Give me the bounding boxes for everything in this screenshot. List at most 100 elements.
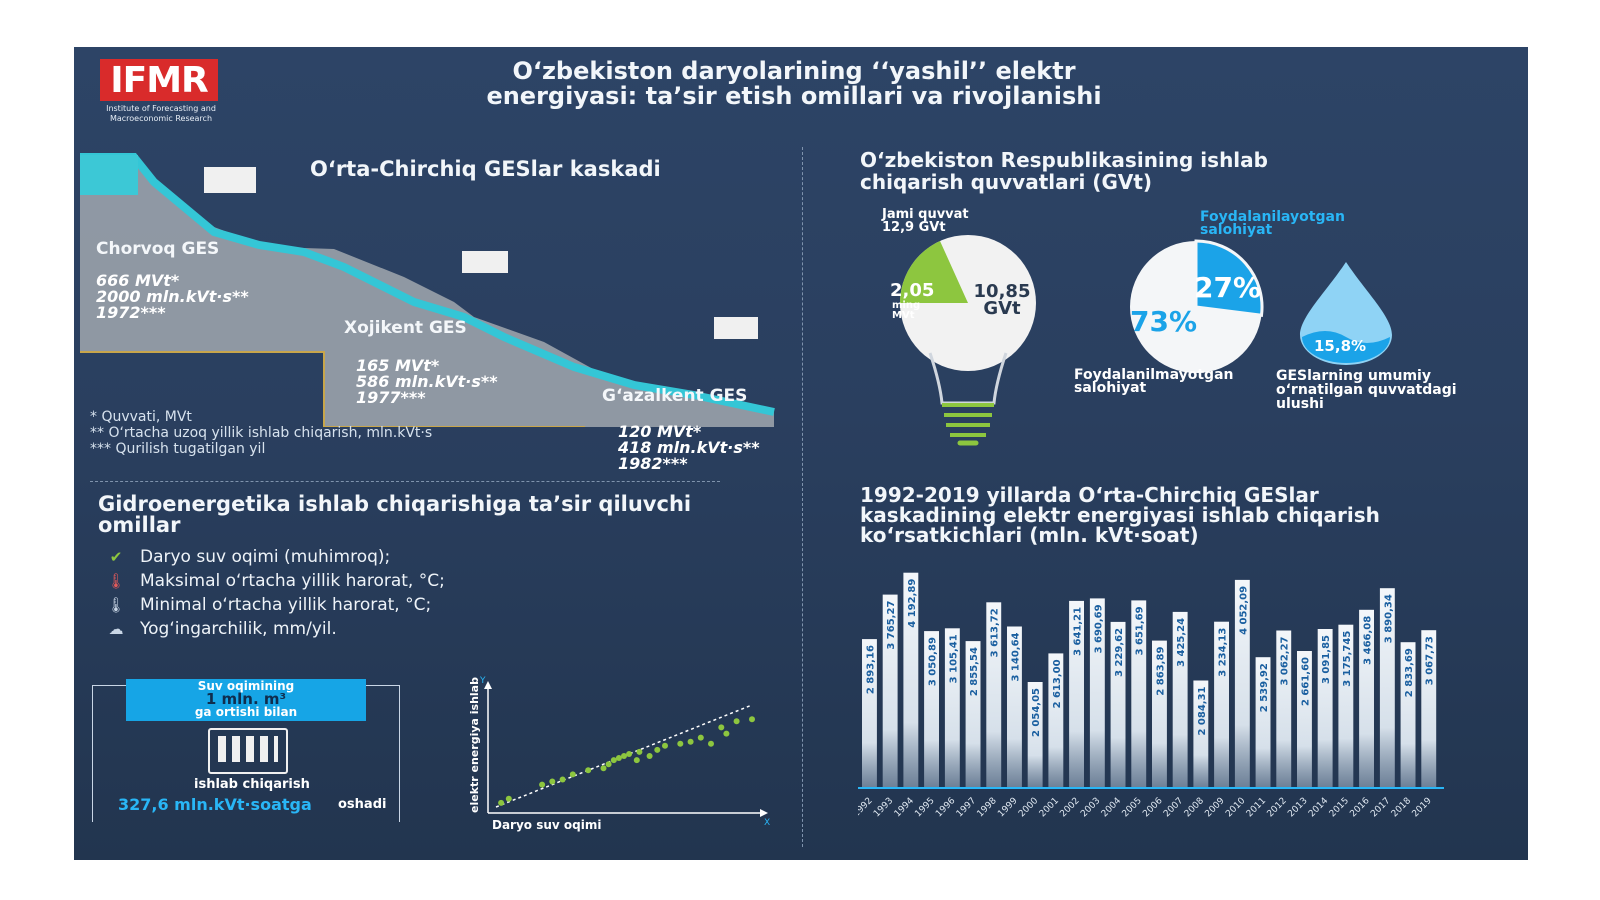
year-tick-2004: 2004 [1100, 796, 1123, 819]
unused-potential-label: Foydalanilmayotgan salohiyat [1074, 367, 1234, 396]
year-tick-2007: 2007 [1162, 796, 1185, 819]
station-year-gazalkent: 1982*** [618, 454, 688, 473]
station-power-chorvoq: 666 MVt* [96, 271, 180, 290]
bar-2004 [1110, 621, 1126, 787]
bar-label-2018: 2 833,69 [1404, 648, 1415, 697]
year-tick-2012: 2012 [1266, 796, 1289, 819]
bar-label-1996: 3 105,41 [948, 634, 959, 683]
bar-label-2009: 3 234,13 [1218, 628, 1229, 677]
bar-label-1998: 3 613,72 [990, 608, 1001, 657]
thermometer-cold-icon: 🌡 [106, 596, 126, 614]
horizontal-divider [90, 481, 720, 482]
unused-potential-pct: 73% [1130, 305, 1198, 338]
dam-building-1 [204, 167, 256, 193]
water-drop-icon [1300, 262, 1392, 365]
scatter-point-11 [621, 753, 627, 759]
scatter-point-5 [569, 771, 576, 778]
year-tick-2008: 2008 [1183, 796, 1206, 819]
station-output-chorvoq: 2000 mln.kVt·s** [96, 287, 249, 306]
scatter-point-25 [749, 716, 755, 723]
scatter-point-2 [539, 781, 546, 788]
year-tick-1992: 1992 [858, 796, 875, 819]
reservoir-shape [80, 155, 138, 195]
scatter-point-17 [662, 742, 668, 749]
bar-2011 [1255, 657, 1271, 787]
increase-result: 327,6 mln.kVt·soatga [118, 795, 312, 814]
year-tick-2006: 2006 [1141, 796, 1164, 819]
scatter-point-23 [723, 730, 730, 737]
bar-2015 [1338, 624, 1354, 787]
dam-building-3 [714, 317, 758, 339]
bar-label-2001: 2 613,00 [1052, 659, 1063, 708]
scatter-point-7 [600, 765, 607, 772]
year-tick-2005: 2005 [1121, 796, 1144, 819]
bar-label-2014: 3 091,85 [1321, 635, 1332, 684]
scatter-point-14 [636, 748, 643, 755]
bar-2008 [1193, 680, 1209, 787]
station-name-gazalkent: G‘azalkent GES [602, 386, 748, 406]
other-capacity-value: 10,85 GVt [973, 281, 1031, 319]
scatter-chart: Y X Daryo suv oqimi elektr energiya ishlab … [468, 675, 770, 832]
year-tick-2016: 2016 [1348, 796, 1371, 819]
total-capacity-label: Jami quvvat 12,9 GVt [882, 207, 969, 235]
water-flow-icon: ✔ [109, 548, 123, 566]
infographic-poster: IFMR Institute of Forecasting and Macroe… [74, 47, 1528, 860]
scatter-point-12 [626, 751, 633, 757]
station-year-chorvoq: 1972*** [96, 303, 166, 322]
year-tick-2015: 2015 [1328, 796, 1351, 819]
bar-1993 [882, 594, 898, 787]
vertical-divider [802, 147, 803, 847]
bar-label-2012: 3 062,27 [1280, 636, 1291, 685]
year-tick-2018: 2018 [1390, 796, 1413, 819]
bar-label-2005: 3 651,69 [1135, 606, 1146, 655]
increase-banner: Suv oqimining 1 mln. m³ ga ortishi bilan [126, 679, 366, 721]
used-potential-label: Foydalanilayotgan salohiyat [1200, 209, 1345, 238]
bar-2009 [1214, 621, 1229, 787]
used-potential-slice [1194, 239, 1264, 317]
bar-label-1997: 2 855,54 [969, 647, 980, 696]
bar-1997 [965, 641, 981, 787]
bar-1992 [862, 639, 877, 787]
cascade-title: O‘rta-Chirchiq GESlar kaskadi [310, 157, 661, 181]
cloud-rain-icon: ☁ [108, 620, 124, 638]
bar-label-2011: 2 539,92 [1259, 663, 1270, 712]
scatter-point-3 [549, 778, 556, 785]
used-potential-pct: 27% [1194, 271, 1262, 304]
green-capacity-value: 2,05 [890, 280, 935, 301]
scatter-point-18 [677, 740, 684, 747]
year-tick-1998: 1998 [976, 796, 999, 819]
year-tick-1995: 1995 [913, 796, 936, 819]
year-tick-1994: 1994 [893, 796, 916, 819]
scatter-point-6 [585, 767, 592, 774]
ifmr-logo: IFMR [100, 59, 218, 101]
logo-subtitle: Institute of Forecasting and Macroeconom… [106, 104, 216, 123]
footnote-1: * Quvvati, MVt [90, 409, 192, 425]
bar-label-2019: 3 067,73 [1425, 636, 1436, 685]
bar-label-2007: 3 425,24 [1176, 618, 1187, 667]
scatter-y-label: elektr energiya ishlab chiqarish [468, 675, 481, 813]
scatter-point-16 [654, 746, 661, 753]
bar-1996 [944, 628, 960, 787]
bar-1994 [903, 572, 919, 787]
bar-2017 [1379, 588, 1395, 787]
year-tick-1993: 1993 [872, 796, 895, 819]
station-power-gazalkent: 120 MVt* [618, 422, 702, 441]
river-path [80, 153, 775, 416]
year-tick-2017: 2017 [1369, 796, 1392, 819]
scatter-point-15 [646, 753, 653, 759]
dam-building-2 [462, 251, 508, 273]
bar-2010 [1234, 579, 1250, 787]
thermometer-hot-icon: 🌡 [106, 572, 126, 590]
bar-2003 [1089, 598, 1105, 787]
green-capacity-slice [900, 241, 968, 303]
page-title: O‘zbekiston daryolarining ‘‘yashil’’ ele… [486, 57, 1102, 110]
station-name-chorvoq: Chorvoq GES [96, 239, 220, 259]
year-tick-2001: 2001 [1038, 796, 1061, 819]
bar-1998 [986, 602, 1002, 787]
scatter-point-8 [605, 761, 612, 768]
scatter-y-letter: Y [479, 676, 486, 686]
y-arrow-icon [484, 681, 492, 689]
factor-item-1: ✔ Daryo suv oqimi (muhimroq); [106, 547, 391, 567]
bar-label-2010: 4 052,09 [1238, 586, 1249, 635]
factor-item-3: 🌡 Minimal o‘rtacha yillik harorat, °C; [106, 595, 432, 615]
